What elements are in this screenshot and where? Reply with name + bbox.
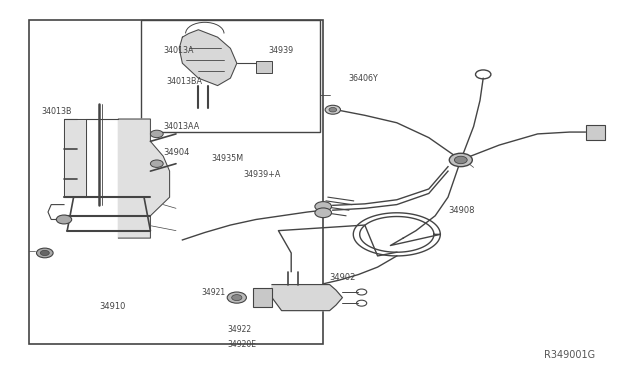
- Bar: [29, 20, 323, 344]
- Bar: [253, 288, 272, 307]
- Text: 34013B: 34013B: [42, 107, 72, 116]
- Circle shape: [56, 215, 72, 224]
- Circle shape: [454, 156, 467, 164]
- Polygon shape: [179, 30, 237, 86]
- Text: R349001G: R349001G: [544, 350, 595, 360]
- Text: 34013AA: 34013AA: [163, 122, 200, 131]
- Text: 34920E: 34920E: [227, 340, 256, 349]
- Circle shape: [150, 160, 163, 167]
- Circle shape: [315, 208, 332, 218]
- Text: 34902: 34902: [330, 273, 356, 282]
- Bar: [586, 125, 605, 140]
- Text: 34939+A: 34939+A: [243, 170, 280, 179]
- Text: 34910: 34910: [99, 302, 125, 311]
- Circle shape: [227, 292, 246, 303]
- Polygon shape: [272, 285, 342, 311]
- Circle shape: [36, 248, 53, 258]
- Text: 34013A: 34013A: [163, 46, 194, 55]
- Text: 34921: 34921: [202, 288, 226, 296]
- Circle shape: [449, 153, 472, 167]
- Text: 34908: 34908: [448, 206, 474, 215]
- Polygon shape: [118, 119, 170, 238]
- Bar: [256, 61, 272, 73]
- Circle shape: [325, 105, 340, 114]
- Circle shape: [232, 295, 242, 301]
- Text: 36406Y: 36406Y: [349, 74, 378, 83]
- Circle shape: [315, 202, 332, 211]
- Circle shape: [329, 108, 337, 112]
- Circle shape: [150, 130, 163, 138]
- Bar: [141, 20, 320, 132]
- Text: 34922: 34922: [227, 325, 252, 334]
- Polygon shape: [64, 119, 86, 197]
- Circle shape: [40, 250, 49, 256]
- Text: 34904: 34904: [163, 148, 189, 157]
- Text: 34935M: 34935M: [211, 154, 243, 163]
- Text: 34013BA: 34013BA: [166, 77, 202, 86]
- Text: 34939: 34939: [269, 46, 294, 55]
